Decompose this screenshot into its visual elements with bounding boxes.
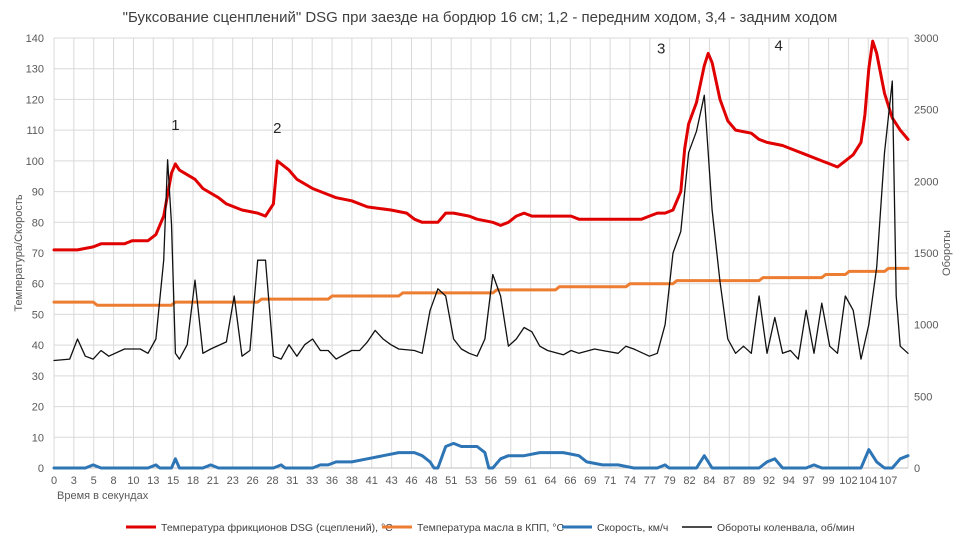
y-tick-label-left: 100	[26, 156, 44, 168]
legend-label-2: Скорость, км/ч	[597, 522, 668, 534]
y-axis-title-right: Обороты	[941, 230, 953, 276]
y-tick-label-left: 70	[32, 248, 44, 260]
legend-label-1: Температура масла в КПП, °С	[417, 522, 564, 534]
y-tick-label-left: 80	[32, 217, 44, 229]
x-tick-label: 61	[525, 475, 537, 487]
annotation-label: 3	[657, 40, 665, 57]
x-tick-label: 46	[405, 475, 417, 487]
x-tick-label: 97	[803, 475, 815, 487]
x-tick-label: 77	[644, 475, 656, 487]
x-tick-label: 102	[839, 475, 857, 487]
x-tick-label: 0	[51, 475, 57, 487]
x-tick-label: 21	[207, 475, 219, 487]
annotation-label: 2	[273, 120, 281, 137]
x-tick-label: 43	[386, 475, 398, 487]
y-tick-label-left: 10	[32, 432, 44, 444]
series-line-3	[53, 80, 909, 362]
series-line-2	[52, 441, 910, 470]
x-tick-label: 104	[859, 475, 877, 487]
x-tick-label: 15	[167, 475, 179, 487]
y-tick-label-left: 120	[26, 94, 44, 106]
y-tick-label-right: 2500	[914, 105, 938, 117]
x-tick-label: 31	[286, 475, 298, 487]
y-tick-label-right: 1000	[914, 320, 938, 332]
y-tick-label-left: 130	[26, 64, 44, 76]
y-tick-label-right: 3000	[914, 33, 938, 45]
y-tick-label-left: 50	[32, 309, 44, 321]
x-tick-label: 18	[187, 475, 199, 487]
x-tick-label: 13	[147, 475, 159, 487]
x-tick-label: 8	[111, 475, 117, 487]
x-tick-label: 74	[624, 475, 636, 487]
x-tick-label: 48	[425, 475, 437, 487]
x-tick-label: 59	[505, 475, 517, 487]
x-tick-label: 38	[346, 475, 358, 487]
x-tick-label: 26	[246, 475, 258, 487]
y-tick-label-left: 90	[32, 187, 44, 199]
y-tick-label-right: 500	[914, 391, 932, 403]
x-tick-label: 89	[743, 475, 755, 487]
x-tick-label: 23	[227, 475, 239, 487]
x-tick-label: 79	[664, 475, 676, 487]
y-tick-label-right: 0	[914, 463, 920, 475]
x-tick-label: 71	[604, 475, 616, 487]
y-tick-label-right: 2000	[914, 176, 938, 188]
x-tick-label: 69	[584, 475, 596, 487]
x-tick-label: 64	[544, 475, 556, 487]
x-tick-label: 99	[822, 475, 834, 487]
series-line-0	[52, 39, 910, 252]
x-tick-label: 56	[485, 475, 497, 487]
y-tick-label-left: 60	[32, 279, 44, 291]
chart-title: "Буксование сценплений" DSG при заезде н…	[123, 9, 838, 26]
x-tick-label: 107	[879, 475, 897, 487]
y-tick-label-left: 30	[32, 371, 44, 383]
x-tick-label: 28	[266, 475, 278, 487]
x-tick-label: 3	[71, 475, 77, 487]
y-tick-label-left: 110	[26, 125, 44, 137]
y-tick-label-left: 20	[32, 402, 44, 414]
x-tick-label: 10	[127, 475, 139, 487]
x-tick-label: 36	[326, 475, 338, 487]
y-tick-label-left: 0	[38, 463, 44, 475]
annotation-label: 1	[171, 117, 179, 134]
x-tick-label: 5	[91, 475, 97, 487]
series-line-1	[52, 266, 910, 307]
annotation-label: 4	[775, 37, 783, 54]
x-tick-label: 82	[683, 475, 695, 487]
x-tick-label: 87	[723, 475, 735, 487]
y-tick-label-left: 140	[26, 33, 44, 45]
x-tick-label: 53	[465, 475, 477, 487]
x-tick-label: 51	[445, 475, 457, 487]
x-tick-label: 94	[783, 475, 795, 487]
legend-label-3: Обороты коленвала, об/мин	[717, 522, 855, 534]
x-tick-label: 84	[703, 475, 715, 487]
y-tick-label-left: 40	[32, 340, 44, 352]
legend-label-0: Температура фрикционов DSG (сцеплений), …	[161, 522, 393, 534]
y-tick-label-right: 1500	[914, 248, 938, 260]
y-axis-title-left: Температура/Скорость	[13, 194, 25, 311]
x-tick-label: 41	[366, 475, 378, 487]
x-tick-label: 66	[564, 475, 576, 487]
x-tick-label: 33	[306, 475, 318, 487]
x-axis-title: Время в секундах	[57, 490, 149, 502]
x-tick-label: 92	[763, 475, 775, 487]
